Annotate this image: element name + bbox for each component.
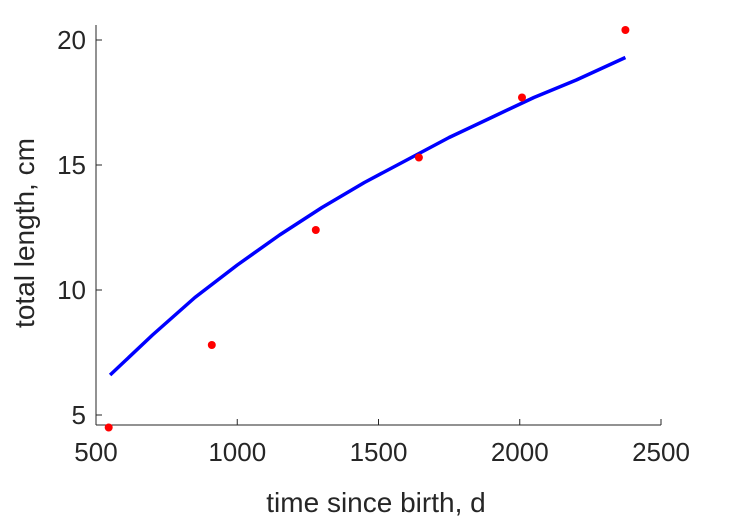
data-point bbox=[311, 226, 320, 234]
y-tick-label: 5 bbox=[72, 400, 86, 430]
y-tick-label: 15 bbox=[57, 150, 86, 180]
x-tick-label: 1000 bbox=[208, 437, 266, 467]
x-tick-label: 2000 bbox=[491, 437, 549, 467]
fit-curve bbox=[108, 55, 627, 377]
data-point bbox=[621, 26, 630, 34]
x-tick-label: 2500 bbox=[632, 437, 690, 467]
x-axis-label: time since birth, d bbox=[266, 487, 485, 518]
data-point bbox=[414, 153, 423, 162]
data-point bbox=[104, 423, 113, 432]
data-point bbox=[207, 341, 216, 349]
axes: 500 1000 1500 2000 2500 5 10 15 20 bbox=[57, 25, 690, 467]
data-point bbox=[518, 93, 526, 102]
x-tick-label: 1500 bbox=[350, 437, 408, 467]
y-axis-label: total length, cm bbox=[9, 138, 40, 328]
y-tick-label: 10 bbox=[57, 275, 86, 305]
x-tick-label: 500 bbox=[74, 437, 117, 467]
y-tick-label: 20 bbox=[57, 25, 86, 55]
series-layer bbox=[104, 26, 630, 432]
